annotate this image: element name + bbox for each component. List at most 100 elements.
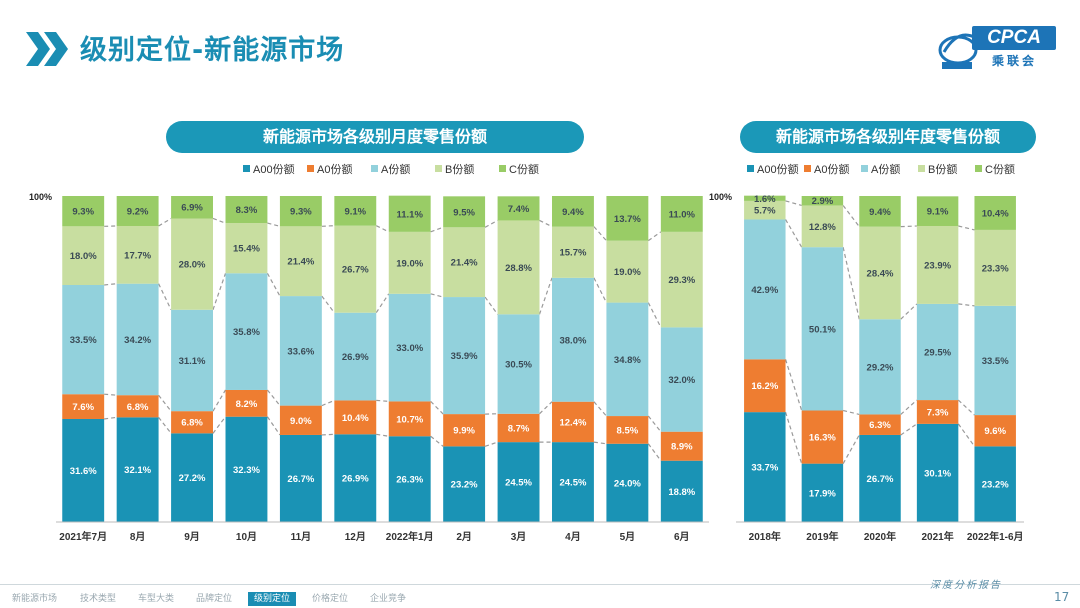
footer-nav-item-4[interactable]: 级别定位	[248, 592, 297, 606]
footer-nav-item-5[interactable]: 价格定位	[312, 594, 349, 604]
data-label-A00-5: 26.9%	[342, 474, 369, 485]
data-label-C-4: 9.3%	[290, 207, 312, 218]
y-top-label: 100%	[709, 192, 732, 202]
bar-A0-8	[497, 413, 540, 443]
data-label-A-9: 38.0%	[559, 335, 586, 346]
bar-A0-4	[279, 405, 322, 435]
data-label-A00-4: 26.7%	[287, 474, 314, 485]
connector-line	[158, 283, 172, 311]
footer-nav-item-3[interactable]: 品牌定位	[196, 594, 233, 604]
bar-B-4	[279, 226, 322, 297]
bar-A0-0	[744, 359, 786, 413]
x-tick-label-0: 2018年	[749, 530, 781, 543]
bar-A00-0	[744, 412, 786, 522]
bar-A-0	[744, 219, 786, 360]
connector-line	[321, 225, 335, 227]
bar-B-10	[606, 240, 649, 303]
bar-A0-10	[606, 416, 649, 444]
connector-line	[321, 295, 335, 314]
bar-C-8	[497, 196, 540, 221]
legend-label-A0: A0份额	[317, 163, 352, 176]
bar-A-9	[552, 277, 594, 402]
bar-A0-6	[388, 401, 431, 437]
data-label-C-10: 13.7%	[614, 214, 641, 225]
bar-A00-9	[552, 442, 594, 522]
connector-line	[430, 435, 444, 447]
data-label-C-5: 9.1%	[344, 206, 366, 217]
bar-A-2	[859, 319, 901, 415]
data-label-A00-11: 18.8%	[668, 487, 695, 498]
legend-swatch-B	[918, 165, 925, 172]
data-label-B-0: 18.0%	[70, 251, 97, 262]
footer-nav-item-2[interactable]: 车型大类	[138, 594, 175, 604]
connector-line	[539, 219, 553, 228]
data-label-A-2: 31.1%	[179, 356, 206, 367]
data-label-B-11: 29.3%	[668, 275, 695, 286]
legend-label-A: A份额	[871, 163, 900, 176]
bar-A00-2	[859, 434, 901, 522]
bar-A0-3	[916, 400, 959, 424]
bar-B-1	[116, 225, 159, 284]
bar-A-1	[801, 247, 844, 411]
legend-label-A0: A0份额	[814, 163, 849, 176]
data-label-A00-3: 30.1%	[924, 468, 951, 479]
data-label-B-6: 19.0%	[396, 258, 423, 269]
legend-swatch-A	[861, 165, 868, 172]
bar-C-0	[744, 195, 786, 201]
logo-cn-text: 乘联会	[992, 54, 1038, 68]
connector-line	[785, 219, 803, 248]
footer-nav-item-1[interactable]: 技术类型	[80, 594, 117, 604]
connector-line	[900, 399, 918, 415]
connector-line	[430, 293, 444, 298]
header-arrows-icon	[26, 32, 68, 66]
bar-A-2	[171, 309, 213, 412]
connector-line	[957, 399, 975, 416]
data-label-A-4: 33.6%	[287, 346, 314, 357]
data-label-B-3: 23.9%	[924, 260, 951, 271]
x-tick-label-0: 2021年7月	[59, 530, 107, 543]
data-label-C-9: 9.4%	[562, 207, 584, 218]
connector-line	[266, 416, 281, 436]
connector-line	[267, 222, 281, 227]
bar-A0-1	[801, 410, 844, 464]
bar-A00-8	[497, 442, 540, 522]
footer-nav-item-6[interactable]: 企业竞争	[370, 594, 407, 604]
connector-line	[842, 434, 860, 464]
connector-line	[212, 217, 226, 224]
connector-line	[376, 399, 389, 402]
data-label-A00-3: 32.3%	[233, 465, 260, 476]
data-label-C-3: 9.1%	[927, 207, 949, 218]
connector-line	[647, 415, 662, 433]
legend-label-C: C份额	[985, 163, 1015, 176]
connector-line	[647, 443, 662, 462]
connector-line	[430, 400, 444, 415]
data-label-A-7: 35.9%	[451, 351, 478, 362]
bar-A-7	[443, 297, 486, 415]
data-label-A0-11: 8.9%	[671, 442, 693, 453]
bar-B-3	[916, 225, 959, 304]
bar-C-10	[606, 196, 649, 241]
data-label-A00-6: 26.3%	[396, 475, 423, 486]
bar-B-2	[171, 218, 213, 310]
data-label-B-9: 15.7%	[559, 248, 586, 259]
bar-B-11	[660, 231, 703, 328]
data-label-A-2: 29.2%	[867, 362, 894, 373]
connector-line	[321, 399, 335, 407]
data-label-C-8: 7.4%	[508, 204, 530, 215]
data-label-A-5: 26.9%	[342, 352, 369, 363]
connector-line	[647, 231, 662, 242]
connector-line	[593, 401, 607, 417]
footer-nav-item-0[interactable]: 新能源市场	[12, 594, 58, 604]
connector-line	[158, 394, 172, 412]
bar-C-1	[801, 196, 844, 206]
bar-B-6	[388, 231, 431, 294]
data-label-B-4: 21.4%	[287, 257, 314, 268]
bar-A-4	[974, 305, 1016, 416]
data-label-A00-9: 24.5%	[559, 478, 586, 489]
data-label-B-2: 28.0%	[179, 260, 206, 271]
bar-A0-11	[660, 431, 703, 461]
bar-B-9	[552, 226, 594, 278]
bar-B-1	[801, 205, 844, 248]
data-label-A-3: 29.5%	[924, 347, 951, 358]
legend-label-A00: A00份额	[757, 163, 799, 176]
